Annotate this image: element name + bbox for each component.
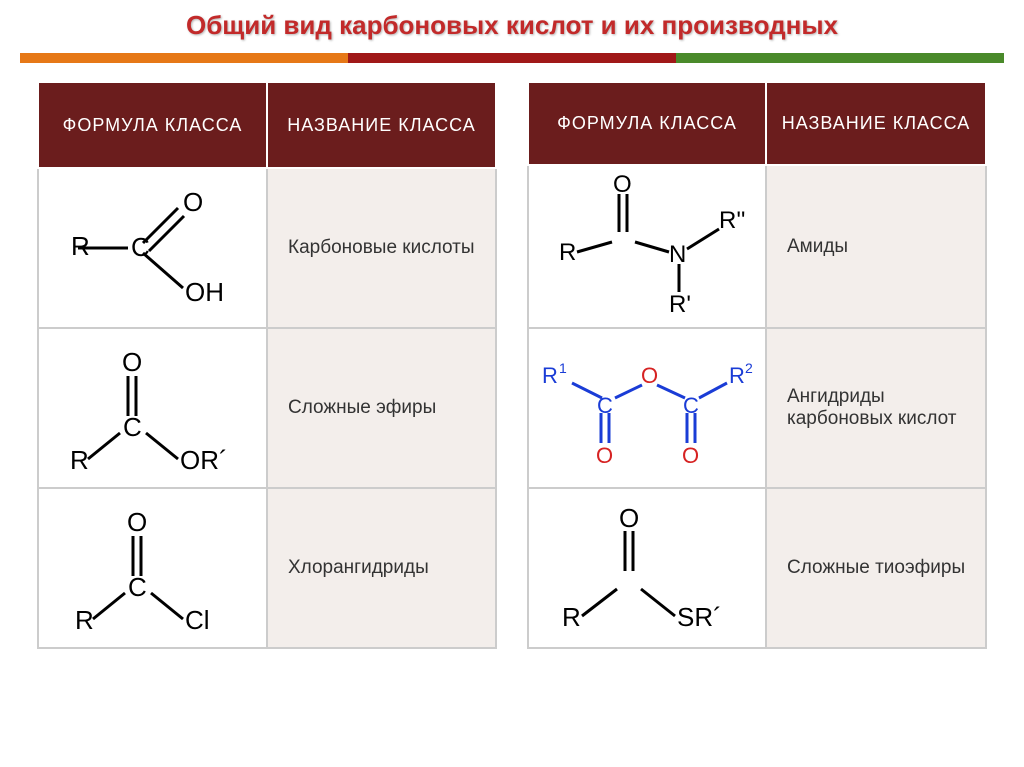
page-title: Общий вид карбоновых кислот и их произво… — [20, 10, 1004, 41]
svg-text:R: R — [729, 363, 745, 388]
svg-text:R': R' — [669, 291, 691, 318]
svg-text:O: O — [183, 187, 203, 217]
left-table: ФОРМУЛА КЛАССА НАЗВАНИЕ КЛАССА R C O OH — [37, 81, 497, 649]
svg-text:N: N — [669, 241, 686, 268]
name-carboxylic: Карбоновые кислоты — [267, 168, 496, 328]
svg-text:O: O — [122, 347, 142, 377]
svg-text:O: O — [613, 174, 632, 198]
svg-text:C: C — [597, 393, 613, 418]
svg-text:2: 2 — [745, 360, 753, 376]
col-header-formula: ФОРМУЛА КЛАССА — [528, 82, 766, 165]
name-amide: Амиды — [766, 165, 986, 328]
bar-seg-3 — [676, 53, 1004, 63]
svg-text:R: R — [559, 239, 576, 266]
formula-carboxylic: R C O OH — [38, 168, 267, 328]
svg-text:C: C — [123, 412, 142, 442]
name-acylchloride: Хлорангидриды — [267, 488, 496, 648]
svg-text:R: R — [542, 363, 558, 388]
svg-text:O: O — [682, 443, 699, 468]
svg-text:C: C — [131, 232, 150, 262]
table-row: O R N R'' R' Амиды — [528, 165, 986, 328]
svg-text:1: 1 — [559, 360, 567, 376]
svg-text:R: R — [75, 605, 94, 635]
svg-text:OR´: OR´ — [180, 445, 228, 475]
name-anhydride: Ангидриды карбоновых кислот — [766, 328, 986, 488]
bar-seg-2 — [348, 53, 676, 63]
right-table: ФОРМУЛА КЛАССА НАЗВАНИЕ КЛАССА O R N — [527, 81, 987, 649]
table-row: R 1 C O O C O R 2 Ангидриды карбоновых к… — [528, 328, 986, 488]
svg-text:R'': R'' — [719, 207, 746, 234]
formula-anhydride: R 1 C O O C O R 2 — [528, 328, 766, 488]
svg-text:C: C — [128, 572, 147, 602]
svg-text:Cl: Cl — [185, 605, 210, 635]
col-header-name: НАЗВАНИЕ КЛАССА — [766, 82, 986, 165]
formula-thioester: O R SR´ — [528, 488, 766, 648]
svg-text:O: O — [596, 443, 613, 468]
formula-acylchloride: O C R Cl — [38, 488, 267, 648]
accent-bar — [20, 53, 1004, 63]
formula-ester: O C R OR´ — [38, 328, 267, 488]
svg-text:R: R — [70, 445, 89, 475]
name-thioester: Сложные тиоэфиры — [766, 488, 986, 648]
col-header-name: НАЗВАНИЕ КЛАССА — [267, 82, 496, 168]
svg-text:SR´: SR´ — [677, 602, 722, 632]
bar-seg-1 — [20, 53, 348, 63]
table-row: O C R Cl Хлорангидриды — [38, 488, 496, 648]
table-row: R C O OH Карбоновые кислоты — [38, 168, 496, 328]
svg-text:O: O — [127, 507, 147, 537]
table-row: O R SR´ Сложные тиоэфиры — [528, 488, 986, 648]
col-header-formula: ФОРМУЛА КЛАССА — [38, 82, 267, 168]
svg-text:R: R — [71, 231, 90, 261]
svg-text:OH: OH — [185, 277, 224, 307]
table-row: O C R OR´ Сложные эфиры — [38, 328, 496, 488]
name-ester: Сложные эфиры — [267, 328, 496, 488]
tables-container: ФОРМУЛА КЛАССА НАЗВАНИЕ КЛАССА R C O OH — [20, 81, 1004, 649]
svg-text:O: O — [619, 503, 639, 533]
svg-text:R: R — [562, 602, 581, 632]
svg-text:C: C — [683, 393, 699, 418]
formula-amide: O R N R'' R' — [528, 165, 766, 328]
svg-text:O: O — [641, 363, 658, 388]
